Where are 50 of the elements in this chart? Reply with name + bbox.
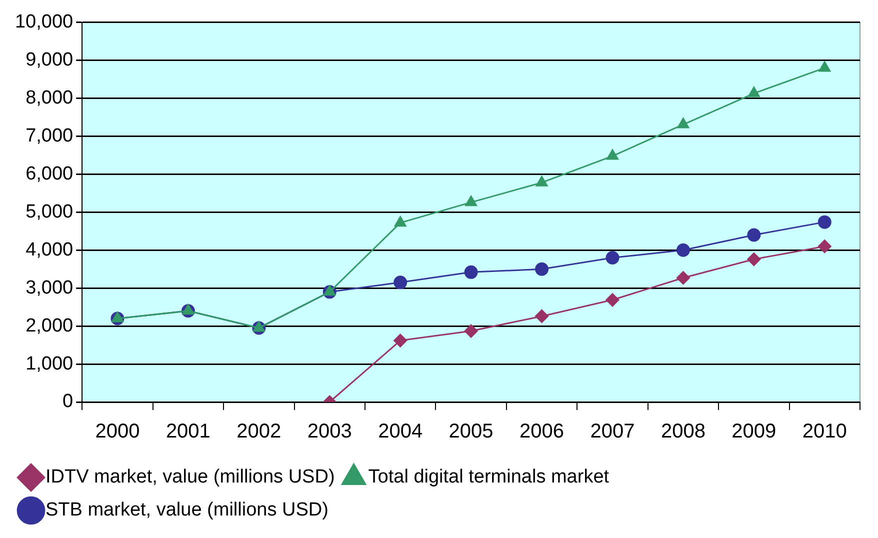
x-tick-label: 2008 — [660, 420, 706, 443]
point — [818, 215, 832, 229]
y-tick-label: 1,000 — [26, 353, 74, 374]
x-tick-label: 2002 — [236, 420, 282, 443]
point — [747, 252, 761, 266]
x-tick-label: 2009 — [732, 420, 776, 443]
point — [464, 265, 478, 279]
point — [677, 118, 690, 128]
point — [606, 293, 620, 307]
point — [182, 304, 194, 315]
y-tick-label: 10,000 — [14, 12, 74, 33]
x-tick-label: 2000 — [95, 420, 140, 443]
x-tick-label: 2004 — [378, 420, 423, 443]
x-tick-label: 2005 — [448, 420, 494, 443]
y-tick-label: 7,000 — [26, 126, 74, 147]
point — [112, 312, 124, 322]
y-tick-label: 6,000 — [26, 163, 74, 184]
point — [606, 251, 620, 264]
point — [535, 262, 549, 276]
y-tick-label: 8,000 — [26, 88, 74, 109]
y-tick-label: 4,000 — [26, 239, 74, 260]
point — [676, 271, 690, 285]
point — [464, 324, 478, 338]
point — [394, 216, 406, 227]
point — [818, 240, 832, 254]
point — [676, 243, 690, 257]
legend-label: Total digital terminals market — [368, 466, 610, 488]
point — [606, 149, 618, 160]
point — [818, 61, 831, 72]
point — [536, 176, 548, 186]
point — [465, 196, 478, 206]
point — [252, 321, 265, 332]
x-tick-label: 2006 — [520, 420, 564, 443]
x-tick-label: 2001 — [166, 420, 210, 443]
point — [324, 285, 336, 296]
point — [394, 276, 408, 290]
y-tick-label: 9,000 — [26, 50, 74, 71]
legend-label: STB market, value (millions USD) — [46, 500, 328, 521]
x-tick-label: 2010 — [802, 420, 847, 443]
point — [535, 309, 549, 323]
point — [747, 228, 761, 242]
y-tick-label: 5,000 — [26, 201, 74, 222]
legend-label: IDTV market, value (millions USD) — [46, 466, 335, 488]
point — [748, 86, 760, 98]
x-tick-label: 2007 — [590, 420, 635, 443]
y-tick-label: 0 — [62, 391, 74, 412]
y-tick-label: 3,000 — [26, 277, 74, 298]
y-tick-label: 2,000 — [26, 315, 74, 336]
x-tick-label: 2003 — [307, 420, 352, 443]
point — [394, 334, 408, 348]
